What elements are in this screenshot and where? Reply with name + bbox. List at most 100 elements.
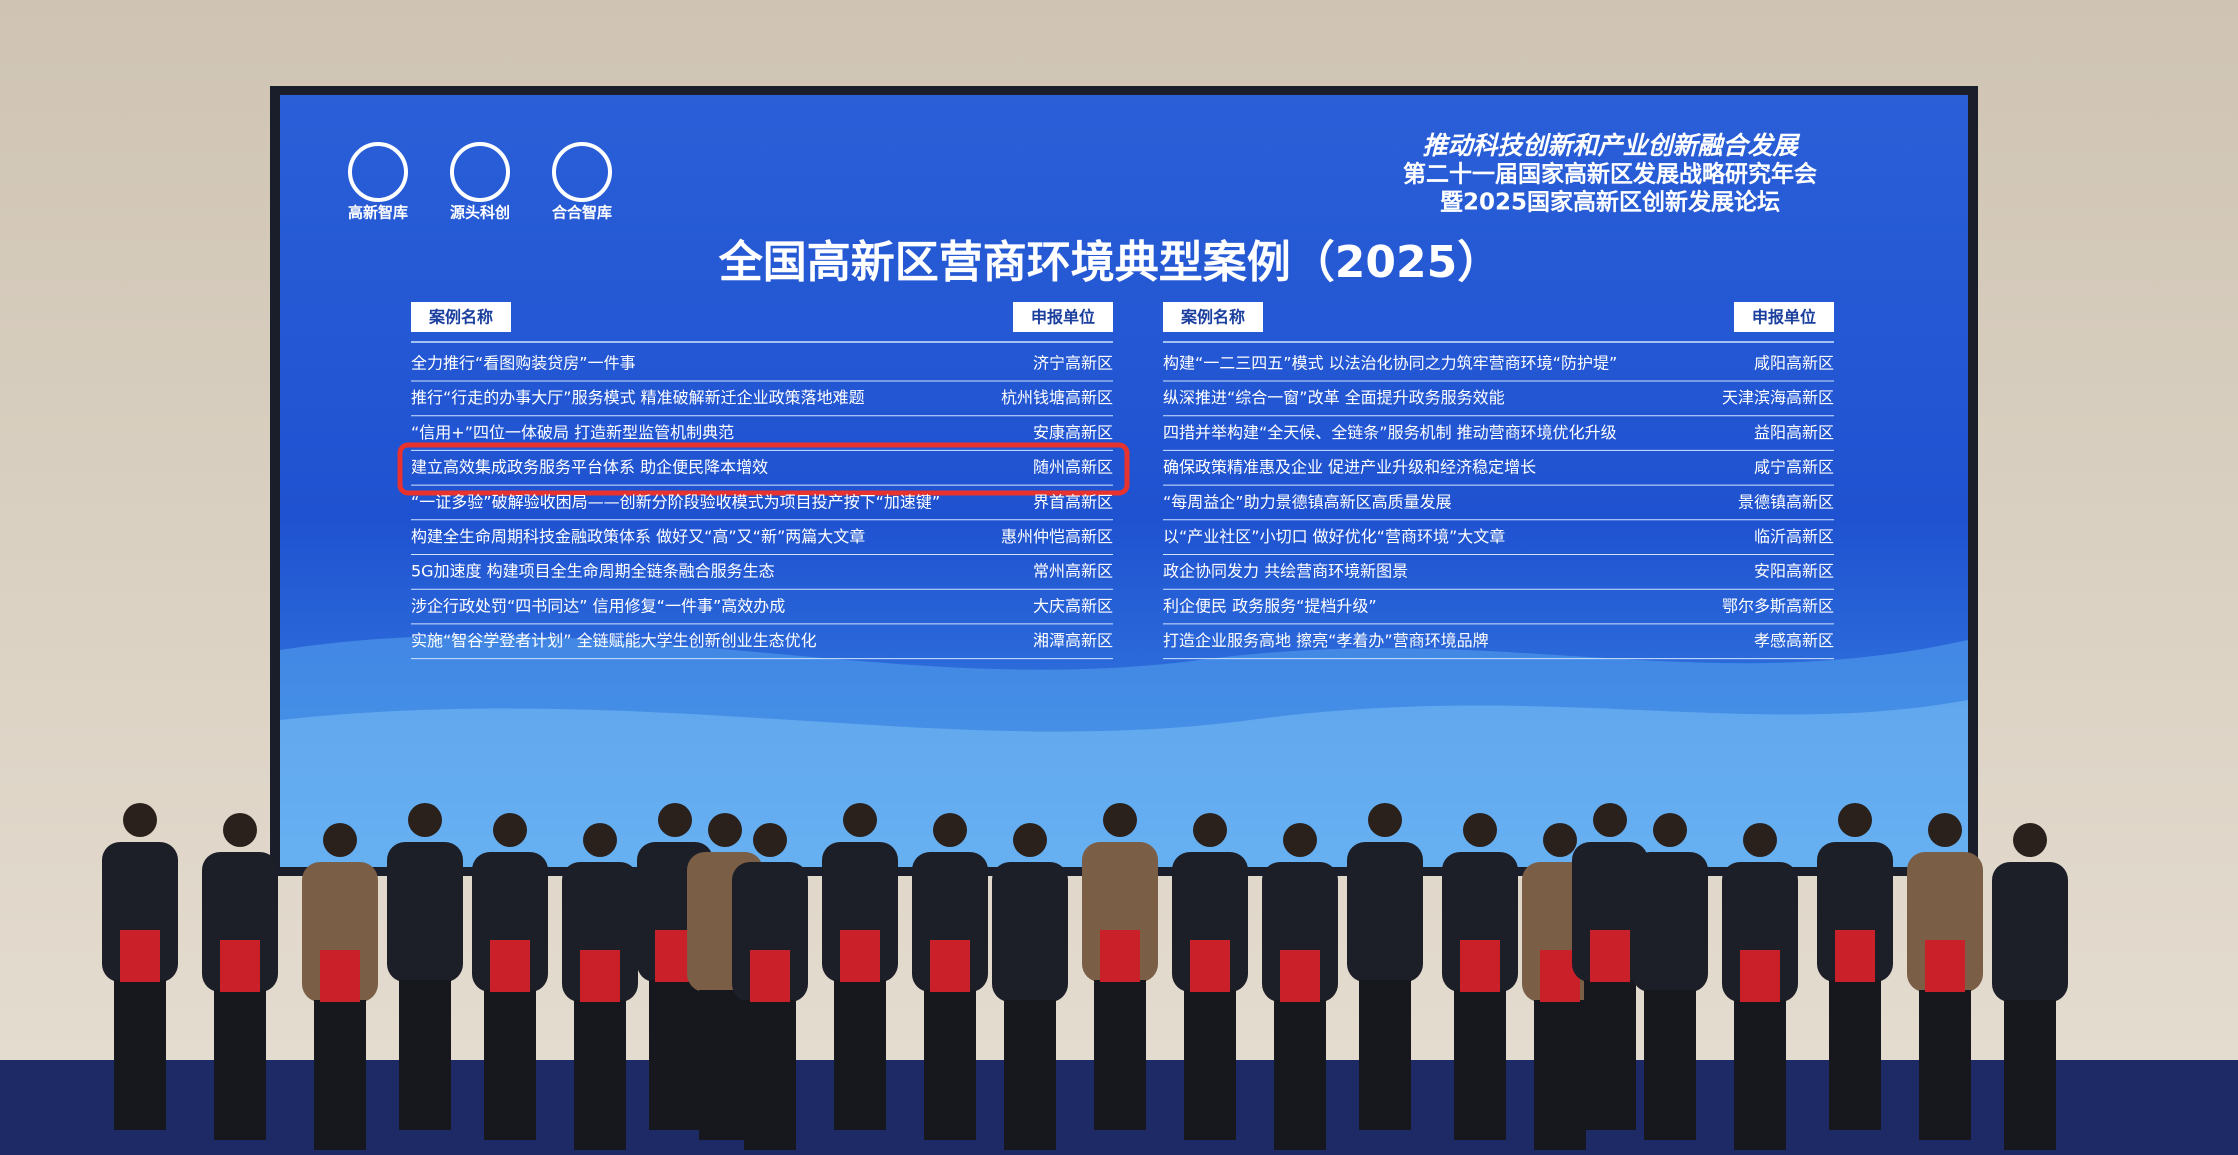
logo-mark: [348, 142, 408, 202]
person-body: [992, 862, 1068, 1002]
person-legs: [574, 1000, 626, 1150]
certificate: [750, 950, 790, 1002]
logo-label: 源头科创: [450, 204, 510, 222]
column-header-bg: [1013, 302, 1113, 332]
highlight-box: [397, 442, 1130, 496]
case-name: 以“产业社区”小切口 做好优化“营商环境”大文章: [1163, 527, 1505, 546]
applicant: 杭州钱塘高新区: [1001, 388, 1113, 407]
certificate: [1460, 940, 1500, 992]
person-legs: [1184, 990, 1236, 1140]
certificate: [1190, 940, 1230, 992]
case-name: 5G加速度 构建项目全生命周期全链条融合服务生态: [411, 562, 775, 581]
person-head: [493, 813, 527, 847]
applicant: 惠州仲恺高新区: [1001, 527, 1113, 546]
applicant: 济宁高新区: [1033, 354, 1113, 373]
person-head: [1368, 803, 1402, 837]
certificate: [120, 930, 160, 982]
person-head: [1193, 813, 1227, 847]
certificate: [840, 930, 880, 982]
person-head: [123, 803, 157, 837]
person-head: [323, 823, 357, 857]
certificate: [1280, 950, 1320, 1002]
certificate: [930, 940, 970, 992]
person-legs: [1094, 980, 1146, 1130]
person-head: [708, 813, 742, 847]
case-name: 建立高效集成政务服务平台体系 助企便民降本增效: [411, 458, 768, 477]
certificate: [580, 950, 620, 1002]
applicant: 咸阳高新区: [1754, 354, 1834, 373]
person-legs: [1274, 1000, 1326, 1150]
case-name: 打造企业服务高地 擦亮“孝着办”营商环境品牌: [1163, 631, 1489, 650]
person-head: [583, 823, 617, 857]
person-legs: [1584, 980, 1636, 1130]
certificate: [1835, 930, 1875, 982]
applicant: 景德镇高新区: [1738, 492, 1834, 511]
header-line1: 推动科技创新和产业创新融合发展: [1422, 131, 1800, 160]
column-header: 案例名称: [1180, 308, 1245, 327]
case-name: “每周益企”助力景德镇高新区高质量发展: [1163, 492, 1452, 511]
person-body: [1347, 842, 1423, 982]
applicant: 随州高新区: [1033, 458, 1113, 477]
wave: [280, 700, 1968, 867]
case-name: 四措并举构建“全天候、全链条”服务机制 推动营商环境优化升级: [1163, 423, 1617, 442]
column-header-bg: [411, 302, 511, 332]
certificate: [490, 940, 530, 992]
applicant: 咸宁高新区: [1754, 458, 1834, 477]
wave: [280, 635, 1968, 867]
applicant: 临沂高新区: [1754, 527, 1834, 546]
person-body: [1632, 852, 1708, 992]
person-head: [843, 803, 877, 837]
certificate: [220, 940, 260, 992]
person-legs: [1644, 990, 1696, 1140]
person-legs: [1919, 990, 1971, 1140]
person-head: [1103, 803, 1137, 837]
person-head: [1593, 803, 1627, 837]
person-legs: [1454, 990, 1506, 1140]
column-header: 案例名称: [428, 308, 493, 327]
applicant: 鄂尔多斯高新区: [1722, 596, 1834, 615]
column-header-bg: [1734, 302, 1834, 332]
header-line3: 暨2025国家高新区创新发展论坛: [1440, 189, 1780, 216]
applicant: 安康高新区: [1033, 423, 1113, 442]
person-head: [1463, 813, 1497, 847]
person-legs: [114, 980, 166, 1130]
person-head: [1743, 823, 1777, 857]
person-body: [387, 842, 463, 982]
case-name: “信用+”四位一体破局 打造新型监管机制典范: [411, 423, 734, 442]
person-legs: [314, 1000, 366, 1150]
screen: [280, 95, 1968, 867]
logo-mark: [450, 142, 510, 202]
logo-label: 高新智库: [348, 204, 408, 222]
case-name: 确保政策精准惠及企业 促进产业升级和经济稳定增长: [1163, 458, 1536, 477]
audience-people: [102, 803, 2068, 1150]
person-head: [1013, 823, 1047, 857]
case-name: 实施“智谷学登者计划” 全链赋能大学生创新创业生态优化: [411, 631, 817, 650]
person-legs: [744, 1000, 796, 1150]
person-head: [1838, 803, 1872, 837]
case-name: 利企便民 政务服务“提档升级”: [1163, 596, 1377, 615]
column-header: 申报单位: [1752, 308, 1816, 327]
certificate: [1925, 940, 1965, 992]
applicant: 湘潭高新区: [1033, 631, 1113, 650]
person-legs: [699, 990, 751, 1140]
case-name: 政企协同发力 共绘营商环境新图景: [1163, 562, 1408, 581]
person-legs: [1004, 1000, 1056, 1150]
column-header: 申报单位: [1031, 308, 1095, 327]
person-legs: [924, 990, 976, 1140]
certificate: [320, 950, 360, 1002]
header-line2: 第二十一届国家高新区发展战略研究年会: [1403, 161, 1817, 188]
applicant: 界首高新区: [1033, 492, 1113, 511]
case-name: 纵深推进“综合一窗”改革 全面提升政务服务效能: [1163, 388, 1505, 407]
applicant: 安阳高新区: [1754, 562, 1834, 581]
column-header-bg: [1163, 302, 1263, 332]
person-head: [933, 813, 967, 847]
person-legs: [484, 990, 536, 1140]
person-legs: [214, 990, 266, 1140]
certificate: [1590, 930, 1630, 982]
logo-mark: [552, 142, 612, 202]
case-name: 涉企行政处罚“四书同达” 信用修复“一件事”高效办成: [411, 596, 785, 615]
case-name: 推行“行走的办事大厅”服务模式 精准破解新迁企业政策落地难题: [411, 388, 865, 407]
person-head: [223, 813, 257, 847]
person-head: [1543, 823, 1577, 857]
case-name: 构建“一二三四五”模式 以法治化协同之力筑牢营商环境“防护堤”: [1163, 354, 1617, 373]
